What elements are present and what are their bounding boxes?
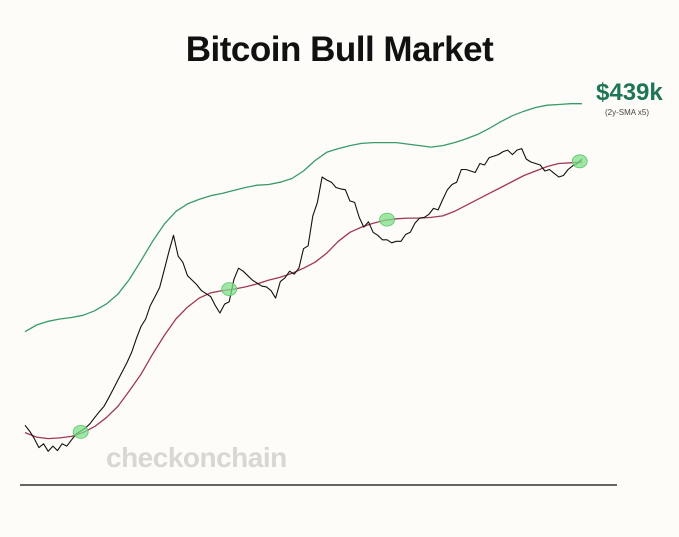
watermark: checkonchain <box>106 442 287 473</box>
series-line-2y-sma <box>24 161 583 440</box>
series-layer <box>24 103 583 452</box>
series-line-price <box>24 148 583 452</box>
highlight-marker-2 <box>221 282 238 297</box>
upper-band-value-label: $439k <box>596 79 663 106</box>
marker-layer <box>72 154 588 439</box>
upper-band-description: (2y-SMA x5) <box>605 108 650 117</box>
chart-title: Bitcoin Bull Market <box>185 30 494 69</box>
highlight-marker-1 <box>72 424 89 439</box>
highlight-marker-3 <box>379 212 396 227</box>
highlight-marker-4 <box>571 154 588 169</box>
series-line-upper-band <box>24 103 582 333</box>
